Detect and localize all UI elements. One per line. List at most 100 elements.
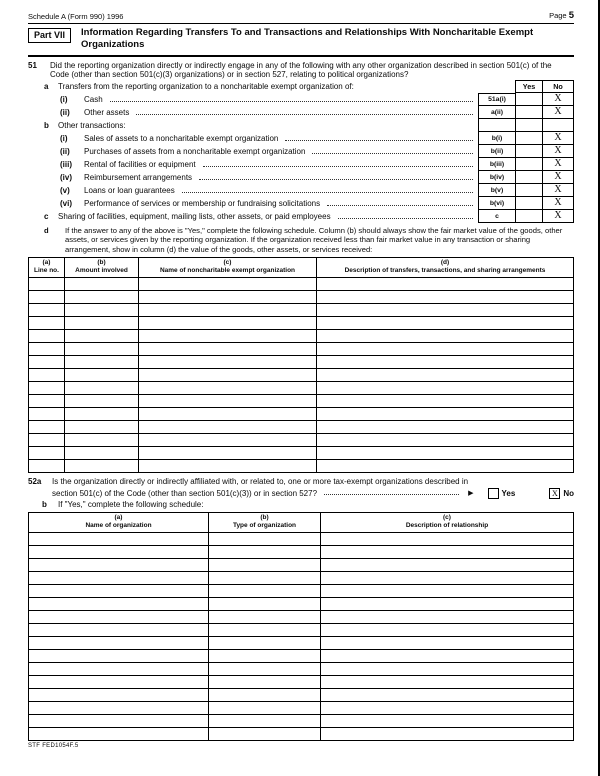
- empty-fill-in-cell[interactable]: [138, 315, 317, 330]
- empty-fill-in-cell[interactable]: [64, 393, 139, 408]
- empty-fill-in-cell[interactable]: [28, 302, 65, 317]
- empty-fill-in-cell[interactable]: [208, 700, 321, 715]
- empty-fill-in-cell[interactable]: [28, 367, 65, 382]
- empty-fill-in-cell[interactable]: [138, 341, 317, 356]
- empty-fill-in-cell[interactable]: [320, 557, 574, 572]
- empty-fill-in-cell[interactable]: [64, 289, 139, 304]
- empty-fill-in-cell[interactable]: [28, 713, 209, 728]
- empty-fill-in-cell[interactable]: [64, 419, 139, 434]
- empty-fill-in-cell[interactable]: [28, 700, 209, 715]
- empty-fill-in-cell[interactable]: [208, 713, 321, 728]
- empty-fill-in-cell[interactable]: [316, 393, 574, 408]
- empty-fill-in-cell[interactable]: [320, 648, 574, 663]
- no-cell[interactable]: X: [542, 171, 574, 185]
- no-cell[interactable]: X: [542, 132, 574, 146]
- empty-fill-in-cell[interactable]: [28, 557, 209, 572]
- empty-fill-in-cell[interactable]: [316, 458, 574, 473]
- empty-fill-in-cell[interactable]: [320, 622, 574, 637]
- empty-fill-in-cell[interactable]: [208, 726, 321, 741]
- empty-fill-in-cell[interactable]: [28, 531, 209, 546]
- no-cell[interactable]: X: [542, 93, 574, 107]
- empty-fill-in-cell[interactable]: [208, 544, 321, 559]
- yes-cell[interactable]: [515, 184, 542, 198]
- empty-fill-in-cell[interactable]: [28, 661, 209, 676]
- yes-cell[interactable]: [515, 171, 542, 185]
- empty-fill-in-cell[interactable]: [28, 544, 209, 559]
- empty-fill-in-cell[interactable]: [28, 596, 209, 611]
- empty-fill-in-cell[interactable]: [320, 661, 574, 676]
- yes-cell[interactable]: [515, 145, 542, 159]
- empty-fill-in-cell[interactable]: [320, 609, 574, 624]
- empty-fill-in-cell[interactable]: [64, 432, 139, 447]
- empty-fill-in-cell[interactable]: [320, 674, 574, 689]
- empty-fill-in-cell[interactable]: [316, 380, 574, 395]
- empty-fill-in-cell[interactable]: [64, 445, 139, 460]
- empty-fill-in-cell[interactable]: [320, 544, 574, 559]
- empty-fill-in-cell[interactable]: [320, 583, 574, 598]
- empty-fill-in-cell[interactable]: [316, 406, 574, 421]
- empty-fill-in-cell[interactable]: [208, 531, 321, 546]
- empty-fill-in-cell[interactable]: [28, 458, 65, 473]
- empty-fill-in-cell[interactable]: [208, 583, 321, 598]
- empty-fill-in-cell[interactable]: [320, 687, 574, 702]
- empty-fill-in-cell[interactable]: [138, 432, 317, 447]
- empty-fill-in-cell[interactable]: [28, 674, 209, 689]
- empty-fill-in-cell[interactable]: [28, 635, 209, 650]
- empty-fill-in-cell[interactable]: [28, 648, 209, 663]
- empty-fill-in-cell[interactable]: [208, 557, 321, 572]
- yes-cell[interactable]: [515, 197, 542, 211]
- empty-fill-in-cell[interactable]: [28, 432, 65, 447]
- empty-fill-in-cell[interactable]: [320, 700, 574, 715]
- empty-fill-in-cell[interactable]: [138, 367, 317, 382]
- empty-fill-in-cell[interactable]: [64, 406, 139, 421]
- empty-fill-in-cell[interactable]: [316, 289, 574, 304]
- empty-fill-in-cell[interactable]: [28, 687, 209, 702]
- empty-fill-in-cell[interactable]: [138, 458, 317, 473]
- empty-fill-in-cell[interactable]: [28, 583, 209, 598]
- yes-cell[interactable]: [515, 106, 542, 120]
- empty-fill-in-cell[interactable]: [138, 380, 317, 395]
- empty-fill-in-cell[interactable]: [28, 315, 65, 330]
- empty-fill-in-cell[interactable]: [138, 328, 317, 343]
- empty-fill-in-cell[interactable]: [208, 661, 321, 676]
- empty-fill-in-cell[interactable]: [64, 354, 139, 369]
- empty-fill-in-cell[interactable]: [28, 570, 209, 585]
- empty-fill-in-cell[interactable]: [316, 367, 574, 382]
- empty-fill-in-cell[interactable]: [208, 609, 321, 624]
- empty-fill-in-cell[interactable]: [208, 648, 321, 663]
- empty-fill-in-cell[interactable]: [28, 328, 65, 343]
- empty-fill-in-cell[interactable]: [138, 302, 317, 317]
- empty-fill-in-cell[interactable]: [208, 687, 321, 702]
- empty-fill-in-cell[interactable]: [208, 622, 321, 637]
- empty-fill-in-cell[interactable]: [28, 341, 65, 356]
- yes-cell[interactable]: [515, 93, 542, 107]
- empty-fill-in-cell[interactable]: [64, 341, 139, 356]
- no-cell[interactable]: X: [542, 158, 574, 172]
- no-cell[interactable]: X: [542, 106, 574, 120]
- empty-fill-in-cell[interactable]: [320, 713, 574, 728]
- empty-fill-in-cell[interactable]: [320, 596, 574, 611]
- empty-fill-in-cell[interactable]: [208, 635, 321, 650]
- empty-fill-in-cell[interactable]: [28, 354, 65, 369]
- empty-fill-in-cell[interactable]: [316, 354, 574, 369]
- empty-fill-in-cell[interactable]: [138, 393, 317, 408]
- empty-fill-in-cell[interactable]: [138, 445, 317, 460]
- yes-checkbox[interactable]: [487, 487, 499, 499]
- empty-fill-in-cell[interactable]: [208, 596, 321, 611]
- empty-fill-in-cell[interactable]: [138, 289, 317, 304]
- empty-fill-in-cell[interactable]: [320, 726, 574, 741]
- empty-fill-in-cell[interactable]: [316, 302, 574, 317]
- empty-fill-in-cell[interactable]: [316, 315, 574, 330]
- empty-fill-in-cell[interactable]: [64, 367, 139, 382]
- empty-fill-in-cell[interactable]: [28, 393, 65, 408]
- empty-fill-in-cell[interactable]: [316, 445, 574, 460]
- empty-fill-in-cell[interactable]: [320, 531, 574, 546]
- empty-fill-in-cell[interactable]: [28, 419, 65, 434]
- empty-fill-in-cell[interactable]: [320, 635, 574, 650]
- empty-fill-in-cell[interactable]: [208, 674, 321, 689]
- empty-fill-in-cell[interactable]: [28, 276, 65, 291]
- yes-cell[interactable]: [515, 210, 542, 224]
- empty-fill-in-cell[interactable]: [316, 419, 574, 434]
- empty-fill-in-cell[interactable]: [28, 726, 209, 741]
- empty-fill-in-cell[interactable]: [28, 406, 65, 421]
